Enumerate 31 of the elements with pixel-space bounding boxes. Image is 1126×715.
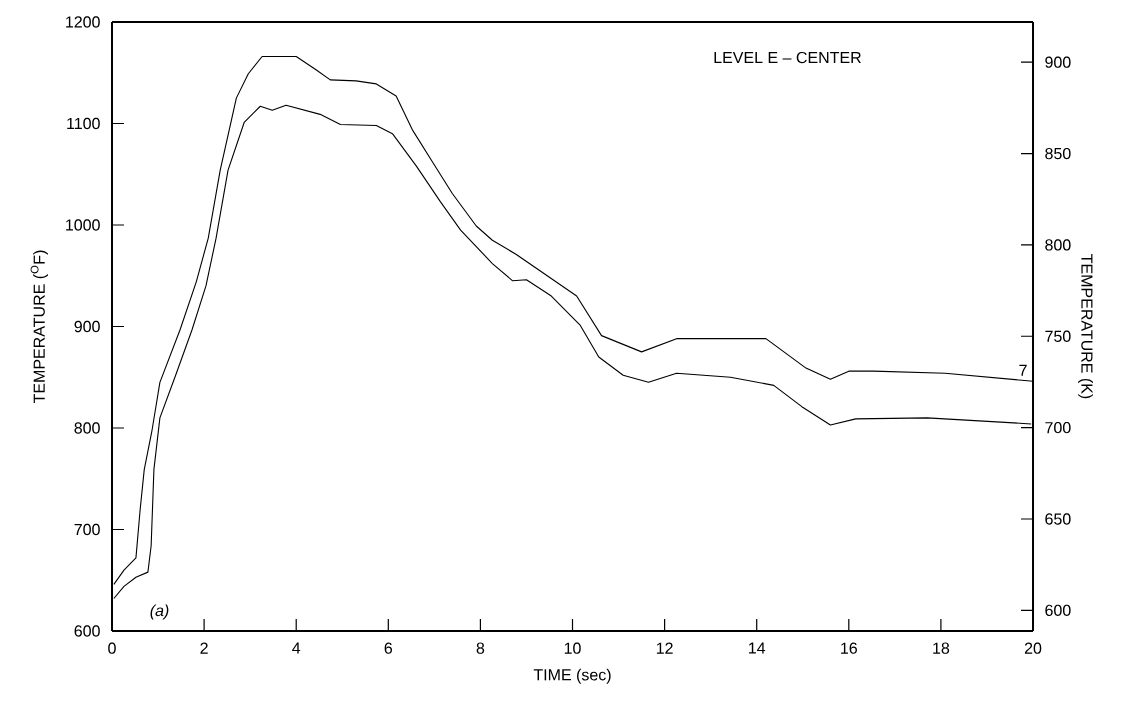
x-tick-label: 20 [1024,642,1042,654]
y-axis-title: TEMPERATURE ($^{O}$F) [30,250,49,404]
y2-axis-title: TEMPERATURE (K) [1078,254,1094,399]
y2-tick-label: 600 [1045,604,1071,617]
x-tick-label: 0 [108,642,116,654]
x-tick-label: 10 [564,642,581,654]
y-tick-label: 700 [74,523,100,536]
y2-tick-label: 650 [1045,513,1071,525]
y2-tick-label: 750 [1045,330,1071,342]
x-tick-label: 2 [200,642,208,654]
text: LEVEL E – CENTER [714,51,861,64]
x-tick-label: 16 [841,642,857,654]
y2-tick-label: 900 [1045,56,1071,68]
y2-tick-label: 850 [1045,147,1071,160]
y-tick-label: 1100 [67,117,100,130]
x-tick-label: 14 [749,642,766,654]
x-tick-label: 12 [656,642,673,654]
y2-tick-label: 700 [1045,421,1071,434]
series-label: 7 [1019,364,1027,376]
y-tick-label: 900 [74,320,100,333]
x-tick-label: 6 [384,642,393,654]
y-tick-label: 800 [74,422,100,434]
y-tick-label: 1200 [66,16,100,28]
y2-tick-label: 800 [1045,239,1071,251]
x-tick-label: 4 [292,642,301,654]
x-tick-label: 8 [476,642,485,654]
x-axis-title: TIME (sec) [533,668,611,684]
annotation: (a) [150,604,169,620]
y-tick-label: 600 [74,625,100,637]
y-tick-label: 1000 [66,219,100,231]
x-tick-label: 18 [933,642,950,654]
